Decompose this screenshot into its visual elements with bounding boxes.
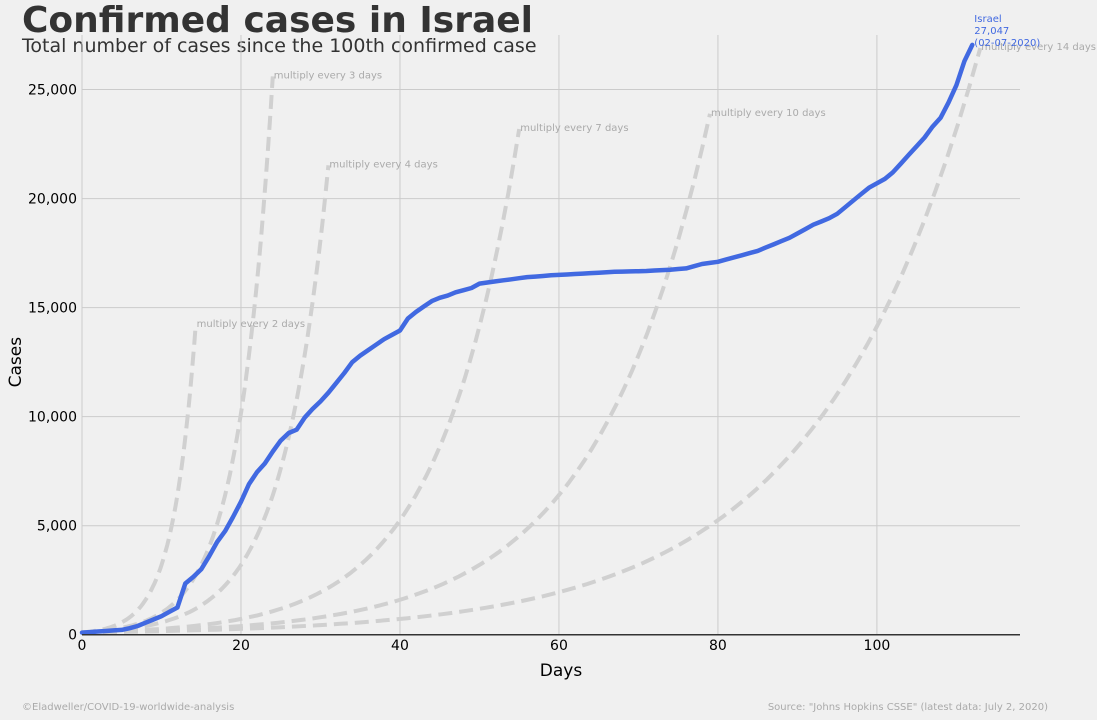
- reference-line-label: multiply every 2 days: [197, 319, 305, 330]
- y-tick-label: 0: [68, 628, 77, 644]
- reference-line-label: multiply every 14 days: [981, 42, 1096, 53]
- chart-title: Confirmed cases in Israel: [22, 0, 534, 41]
- x-tick-label: 40: [391, 638, 409, 654]
- reference-line-label: multiply every 7 days: [520, 123, 628, 134]
- reference-line: [81, 76, 275, 635]
- end-label-date: (02-07-2020): [974, 38, 1040, 49]
- chart-subtitle: Total number of cases since the 100th co…: [22, 35, 537, 57]
- y-axis-label: Cases: [6, 337, 26, 388]
- reference-line-label: multiply every 3 days: [274, 70, 382, 81]
- grid-lines: [81, 35, 1020, 635]
- reference-line: [81, 324, 198, 635]
- credit-text: ©Eladweller/COVID-19-worldwide-analysis: [22, 702, 235, 713]
- reference-line: [81, 113, 712, 635]
- reference-line-label: multiply every 10 days: [711, 108, 826, 119]
- reference-line: [81, 128, 522, 635]
- end-label-name: Israel: [974, 14, 1001, 25]
- reference-line-label: multiply every 4 days: [329, 159, 437, 170]
- axes: 0 5,000 10,000 15,000 20,000 25,000 0 20 40 60 80 1…: [6, 83, 1020, 681]
- x-tick-label: 80: [709, 638, 727, 654]
- series-lines: [79, 42, 975, 635]
- y-tick-label: 10,000: [28, 410, 77, 426]
- reference-line: [81, 47, 983, 635]
- series-line-israel: [79, 42, 975, 635]
- reference-line: [81, 165, 331, 635]
- x-axis-label: Days: [540, 661, 583, 681]
- x-tick-label: 60: [550, 638, 568, 654]
- x-tick-label: 100: [864, 638, 891, 654]
- annotations: multiply every 2 days multiply every 3 da…: [197, 14, 1096, 330]
- x-tick-label: 0: [78, 638, 87, 654]
- source-text: Source: "Johns Hopkins CSSE" (latest dat…: [767, 702, 1048, 713]
- y-tick-label: 5,000: [37, 519, 77, 535]
- y-tick-label: 20,000: [28, 192, 77, 208]
- end-label-value: 27,047: [974, 26, 1009, 37]
- line-chart: 0 5,000 10,000 15,000 20,000 25,000 0 20 40 60 80 1…: [6, 14, 1096, 681]
- y-tick-label: 15,000: [28, 301, 77, 317]
- y-tick-label: 25,000: [28, 83, 77, 99]
- x-tick-label: 20: [232, 638, 250, 654]
